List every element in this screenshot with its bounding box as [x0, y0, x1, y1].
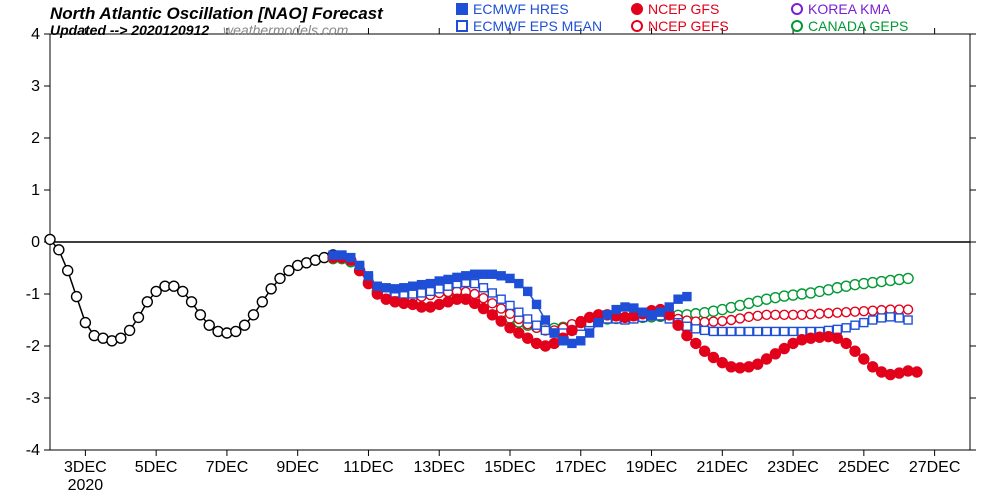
- svg-text:11DEC: 11DEC: [343, 459, 393, 476]
- svg-text:-2: -2: [26, 338, 40, 355]
- legend-label: ECMWF HRES: [473, 1, 569, 17]
- svg-text:19DEC: 19DEC: [626, 459, 678, 476]
- circle-icon: [790, 19, 804, 33]
- legend-item-ecmwf_hres: ECMWF HRES: [455, 1, 569, 17]
- svg-text:5DEC: 5DEC: [135, 459, 178, 476]
- legend-label: NCEP GFS: [648, 1, 719, 17]
- legend-label: NCEP GEFS: [648, 18, 729, 34]
- legend-item-ncep_gefs: NCEP GEFS: [630, 18, 729, 34]
- plot-svg: -4 -3 -2 -1 0 1 2 3 4 3DEC 5DEC 7DEC 9DEC 11DEC 13DEC 1…: [0, 0, 1000, 500]
- series-line-observed: [50, 239, 333, 340]
- nao-forecast-chart: -4 -3 -2 -1 0 1 2 3 4 3DEC 5DEC 7DEC 9DEC 11DEC 13DEC 1…: [0, 0, 1000, 500]
- svg-text:9DEC: 9DEC: [276, 459, 319, 476]
- watermark: weathermodels.com: [223, 22, 348, 38]
- svg-text:25DEC: 25DEC: [838, 459, 890, 476]
- chart-title: North Atlantic Oscillation [NAO] Forecas…: [50, 4, 383, 24]
- legend-item-canada_geps: CANADA GEPS: [790, 18, 908, 34]
- circle-icon: [790, 2, 804, 16]
- svg-text:2: 2: [31, 130, 40, 147]
- svg-text:4: 4: [31, 26, 40, 43]
- updated-label: Updated --> 2020120912 weathermodels.com: [50, 22, 348, 38]
- svg-text:21DEC: 21DEC: [697, 459, 749, 476]
- circle-icon: [630, 2, 644, 16]
- svg-text:13DEC: 13DEC: [413, 459, 465, 476]
- svg-text:15DEC: 15DEC: [484, 459, 536, 476]
- svg-text:17DEC: 17DEC: [555, 459, 607, 476]
- svg-text:7DEC: 7DEC: [206, 459, 249, 476]
- svg-text:1: 1: [31, 182, 40, 199]
- updated-text: Updated --> 2020120912: [50, 22, 209, 38]
- svg-text:2020: 2020: [68, 477, 104, 494]
- legend-item-korea_kma: KOREA KMA: [790, 1, 890, 17]
- svg-text:0: 0: [31, 234, 40, 251]
- svg-text:23DEC: 23DEC: [767, 459, 819, 476]
- legend-label: CANADA GEPS: [808, 18, 908, 34]
- legend-item-ncep_gfs: NCEP GFS: [630, 1, 719, 17]
- legend-label: KOREA KMA: [808, 1, 890, 17]
- svg-text:3: 3: [31, 78, 40, 95]
- legend-label: ECMWF EPS MEAN: [473, 18, 602, 34]
- svg-text:3DEC: 3DEC: [64, 459, 107, 476]
- svg-text:-3: -3: [26, 390, 40, 407]
- svg-text:27DEC: 27DEC: [909, 459, 961, 476]
- square-icon: [455, 19, 469, 33]
- circle-icon: [630, 19, 644, 33]
- svg-text:-1: -1: [26, 286, 40, 303]
- legend-item-ecmwf_eps: ECMWF EPS MEAN: [455, 18, 602, 34]
- square-icon: [455, 2, 469, 16]
- svg-text:-4: -4: [26, 442, 40, 459]
